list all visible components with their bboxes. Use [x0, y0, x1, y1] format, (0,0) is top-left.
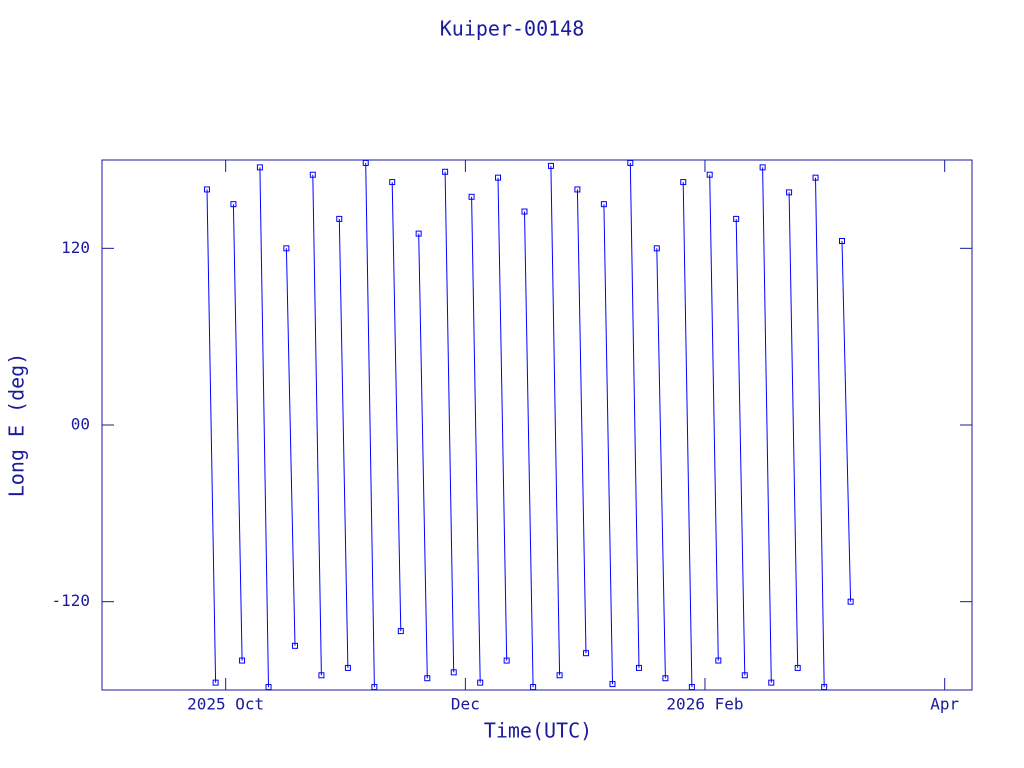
point-marker: [442, 168, 449, 175]
x-tick-label: 2025 Oct: [187, 695, 264, 714]
point-marker: [203, 186, 210, 193]
x-tick-label: Dec: [451, 695, 480, 714]
point-marker: [450, 669, 457, 676]
point-marker: [415, 230, 422, 237]
point-marker: [530, 684, 537, 691]
point-marker: [309, 171, 316, 178]
y-tick-label: 120: [61, 238, 90, 257]
point-marker: [706, 171, 713, 178]
point-marker: [609, 681, 616, 688]
point-marker: [389, 179, 396, 186]
point-marker: [362, 159, 369, 166]
point-marker: [741, 672, 748, 679]
point-marker: [653, 245, 660, 252]
point-marker: [230, 201, 237, 208]
point-marker: [821, 684, 828, 691]
point-marker: [212, 679, 219, 686]
point-marker: [768, 679, 775, 686]
point-marker: [424, 675, 431, 682]
y-tick-label: -120: [51, 591, 90, 610]
point-marker: [600, 201, 607, 208]
point-marker: [715, 657, 722, 664]
point-marker: [503, 657, 510, 664]
x-axis-label: Time(UTC): [484, 719, 592, 743]
point-marker: [397, 628, 404, 635]
point-marker: [839, 237, 846, 244]
point-marker: [556, 672, 563, 679]
point-marker: [794, 664, 801, 671]
point-marker: [256, 164, 263, 171]
point-marker: [847, 598, 854, 605]
point-marker: [574, 186, 581, 193]
y-tick-label: 00: [71, 415, 90, 434]
point-marker: [680, 179, 687, 186]
point-marker: [344, 664, 351, 671]
chart-title: Kuiper-00148: [440, 17, 585, 41]
point-marker: [759, 164, 766, 171]
point-marker: [318, 672, 325, 679]
series-line: [206, 162, 852, 688]
point-marker: [733, 215, 740, 222]
point-marker: [635, 664, 642, 671]
point-marker: [371, 684, 378, 691]
point-marker: [812, 174, 819, 181]
point-marker: [336, 215, 343, 222]
point-marker: [265, 684, 272, 691]
x-tick-label: Apr: [930, 695, 959, 714]
point-marker: [583, 650, 590, 657]
point-marker: [662, 675, 669, 682]
point-marker: [521, 208, 528, 215]
point-marker: [495, 174, 502, 181]
point-marker: [688, 684, 695, 691]
point-marker: [468, 193, 475, 200]
point-marker: [627, 159, 634, 166]
x-tick-label: 2026 Feb: [666, 695, 743, 714]
point-marker: [239, 657, 246, 664]
point-marker: [477, 679, 484, 686]
point-marker: [283, 245, 290, 252]
y-axis-label: Long E (deg): [5, 353, 29, 498]
point-marker: [786, 189, 793, 196]
point-marker: [547, 162, 554, 169]
point-marker: [291, 642, 298, 649]
plot-frame: [101, 159, 973, 691]
